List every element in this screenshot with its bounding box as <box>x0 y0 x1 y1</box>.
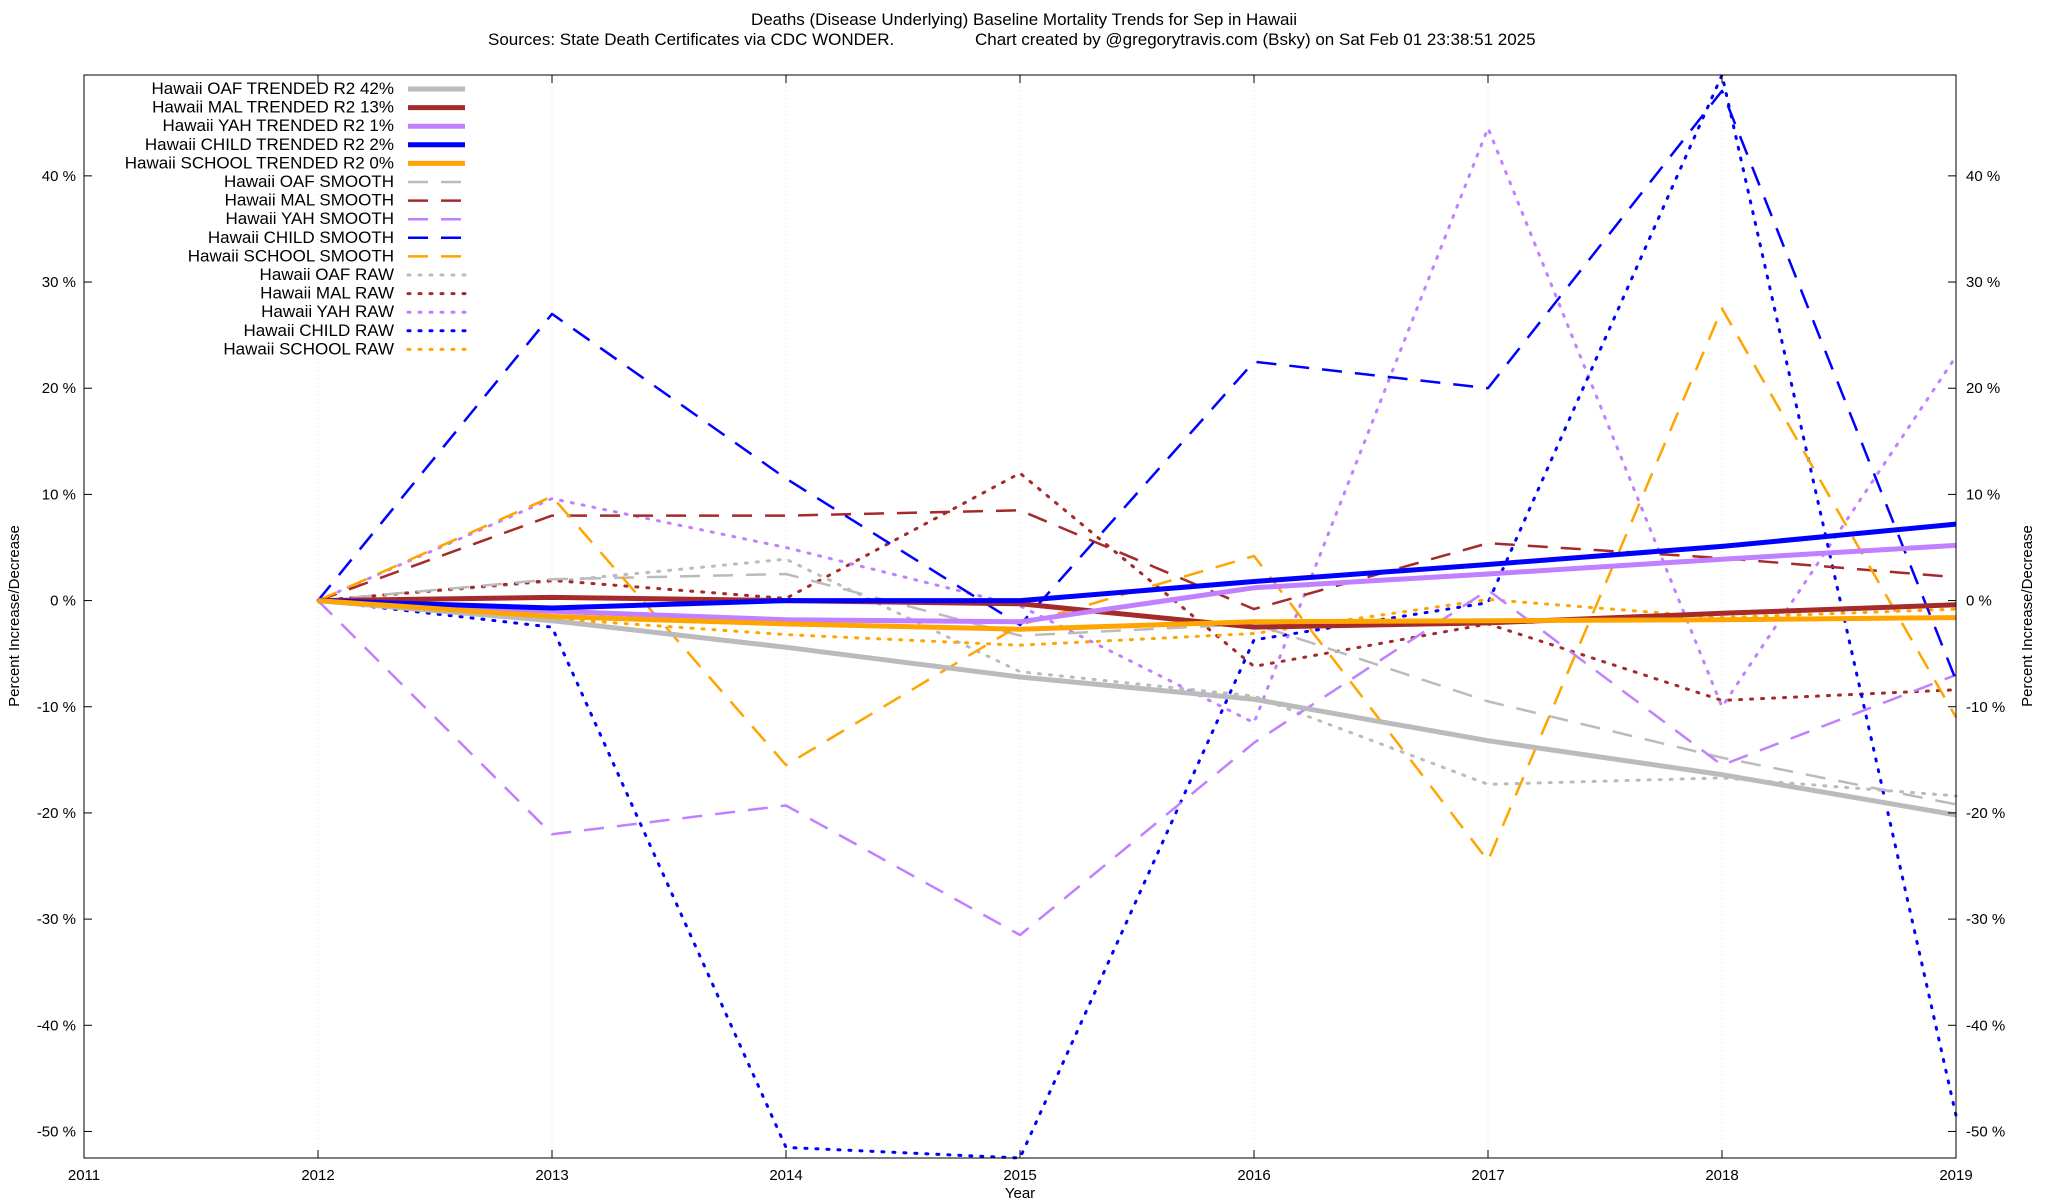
y-axis-label-left: Percent Increase/Decrease <box>6 525 23 707</box>
x-tick-label: 2018 <box>1705 1167 1738 1184</box>
series-hawaii-mal-raw <box>316 471 1958 702</box>
legend: Hawaii OAF TRENDED R2 42%Hawaii MAL TREN… <box>125 79 467 358</box>
y-tick-label-right: -10 % <box>1966 699 2005 716</box>
y-tick-label-right: 30 % <box>1966 274 2000 291</box>
x-tick-label: 2019 <box>1939 1167 1972 1184</box>
legend-label-hawaii-school-raw: Hawaii SCHOOL RAW <box>223 339 394 358</box>
x-tick-label: 2015 <box>1003 1167 1036 1184</box>
y-tick-label-left: 0 % <box>50 593 76 610</box>
x-tick-label: 2014 <box>769 1167 802 1184</box>
y-tick-label-left: -40 % <box>37 1017 76 1034</box>
series-hawaii-yah-raw <box>316 126 1958 725</box>
series-hawaii-child-trended-r2-2 <box>317 521 1957 611</box>
series-hawaii-mal-smooth <box>317 509 1957 611</box>
legend-label-hawaii-oaf-trended-r2-42: Hawaii OAF TRENDED R2 42% <box>152 79 394 98</box>
legend-label-hawaii-oaf-smooth: Hawaii OAF SMOOTH <box>224 172 394 191</box>
series-hawaii-oaf-trended-r2-42 <box>317 598 1957 818</box>
y-tick-label-right: 0 % <box>1966 593 1992 610</box>
legend-label-hawaii-child-raw: Hawaii CHILD RAW <box>243 321 394 340</box>
legend-label-hawaii-yah-trended-r2-1: Hawaii YAH TRENDED R2 1% <box>163 116 394 135</box>
chart-grid <box>317 75 1723 1158</box>
legend-label-hawaii-child-smooth: Hawaii CHILD SMOOTH <box>208 228 394 247</box>
series-hawaii-school-smooth <box>317 307 1958 862</box>
chart-sources: Sources: State Death Certificates via CD… <box>488 30 894 49</box>
series-hawaii-oaf-raw <box>316 557 1958 798</box>
y-tick-label-left: 40 % <box>42 168 76 185</box>
legend-label-hawaii-school-smooth: Hawaii SCHOOL SMOOTH <box>188 246 394 265</box>
legend-label-hawaii-mal-raw: Hawaii MAL RAW <box>260 284 394 303</box>
y-tick-label-right: -40 % <box>1966 1017 2005 1034</box>
y-tick-label-left: 10 % <box>42 486 76 503</box>
x-tick-label: 2016 <box>1237 1167 1270 1184</box>
x-axis-label: Year <box>1005 1185 1035 1200</box>
series-hawaii-school-raw <box>316 598 1958 647</box>
y-tick-label-right: 40 % <box>1966 168 2000 185</box>
y-tick-label-right: 10 % <box>1966 486 2000 503</box>
legend-label-hawaii-child-trended-r2-2: Hawaii CHILD TRENDED R2 2% <box>145 135 394 154</box>
legend-label-hawaii-school-trended-r2-0: Hawaii SCHOOL TRENDED R2 0% <box>125 153 394 172</box>
y-tick-label-left: -30 % <box>37 911 76 928</box>
y-tick-label-right: -30 % <box>1966 911 2005 928</box>
y-tick-label-right: 20 % <box>1966 380 2000 397</box>
legend-label-hawaii-yah-smooth: Hawaii YAH SMOOTH <box>226 209 394 228</box>
chart-credit: Chart created by @gregorytravis.com (Bsk… <box>975 30 1536 49</box>
series-hawaii-school-trended-r2-0 <box>317 598 1957 632</box>
y-axis-label-right: Percent Increase/Decrease <box>2019 525 2036 707</box>
y-tick-label-left: 20 % <box>42 380 76 397</box>
y-tick-label-left: -50 % <box>37 1123 76 1140</box>
y-tick-label-left: 30 % <box>42 274 76 291</box>
legend-label-hawaii-yah-raw: Hawaii YAH RAW <box>261 302 394 321</box>
x-tick-label: 2012 <box>301 1167 334 1184</box>
series-hawaii-child-raw <box>316 73 1958 1160</box>
x-tick-label: 2013 <box>535 1167 568 1184</box>
plot-lines <box>316 73 1958 1160</box>
series-hawaii-mal-trended-r2-13 <box>317 594 1957 630</box>
series-hawaii-child-smooth <box>317 89 1958 681</box>
series-hawaii-oaf-smooth <box>317 572 1957 806</box>
axes: -50 % -50 % -40 % -40 % -30 % -30 % -20 % -20 %… <box>37 75 2005 1184</box>
legend-label-hawaii-mal-smooth: Hawaii MAL SMOOTH <box>225 191 394 210</box>
x-tick-label: 2011 <box>68 1167 100 1184</box>
series-hawaii-yah-smooth <box>317 588 1957 937</box>
chart-title: Deaths (Disease Underlying) Baseline Mor… <box>751 10 1297 29</box>
y-tick-label-left: -20 % <box>37 805 76 822</box>
y-tick-label-right: -20 % <box>1966 805 2005 822</box>
legend-label-hawaii-oaf-raw: Hawaii OAF RAW <box>260 265 394 284</box>
legend-label-hawaii-mal-trended-r2-13: Hawaii MAL TRENDED R2 13% <box>152 98 394 117</box>
series-hawaii-yah-trended-r2-1 <box>317 542 1957 625</box>
y-tick-label-left: -10 % <box>37 699 76 716</box>
x-tick-label: 2017 <box>1471 1167 1504 1184</box>
y-tick-label-right: -50 % <box>1966 1123 2005 1140</box>
